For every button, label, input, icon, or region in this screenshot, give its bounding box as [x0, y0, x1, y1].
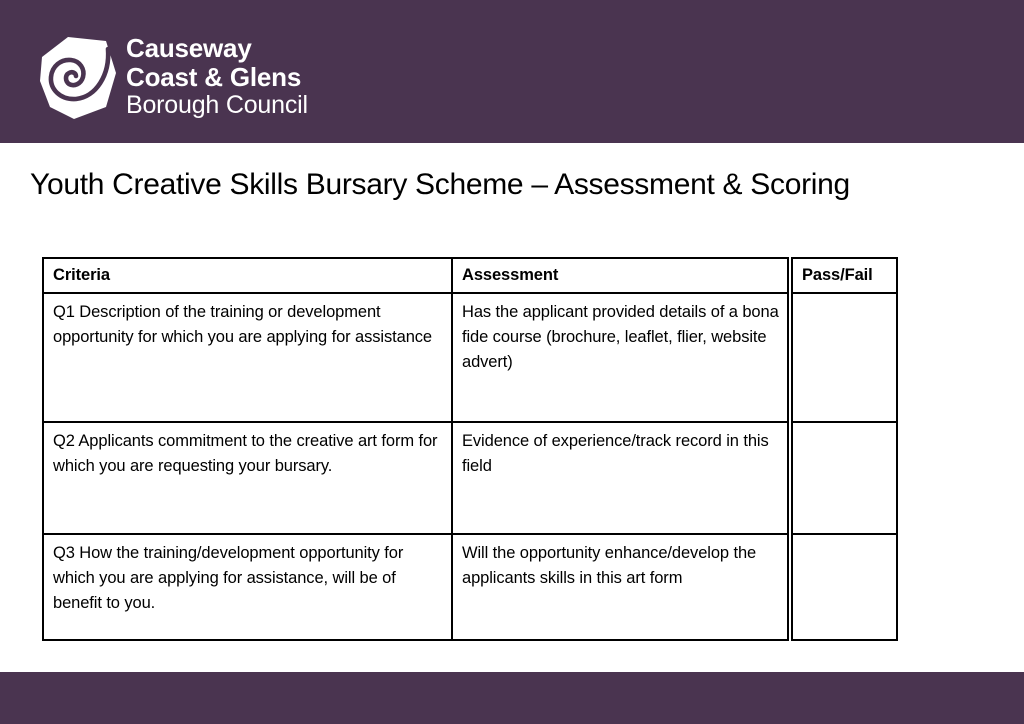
table-row: Q1 Description of the training or develo… — [42, 292, 789, 424]
cell-assessment-q2: Evidence of experience/track record in t… — [451, 421, 789, 536]
table-row — [791, 421, 898, 536]
cell-criteria-q1: Q1 Description of the training or develo… — [42, 292, 453, 424]
pass-fail-grid: Pass/Fail — [791, 256, 898, 642]
cell-criteria-q3: Q3 How the training/development opportun… — [42, 533, 453, 642]
criteria-assessment-grid: Criteria Assessment Q1 Description of th… — [42, 256, 789, 642]
logo-line-borough-council: Borough Council — [126, 91, 308, 119]
top-banner: Causeway Coast & Glens Borough Council — [0, 0, 1024, 143]
page-title: Youth Creative Skills Bursary Scheme – A… — [30, 168, 850, 201]
cell-criteria-q2: Q2 Applicants commitment to the creative… — [42, 421, 453, 536]
cell-pass-fail-q2[interactable] — [791, 421, 898, 536]
table-row: Q3 How the training/development opportun… — [42, 533, 789, 642]
logo-line-coast-and-glens: Coast & Glens — [126, 62, 302, 92]
cell-pass-fail-q3[interactable] — [791, 533, 898, 642]
column-header-criteria: Criteria — [42, 256, 453, 295]
table-row — [791, 292, 898, 424]
column-header-assessment: Assessment — [451, 256, 789, 295]
cell-assessment-q3: Will the opportunity enhance/develop the… — [451, 533, 789, 642]
cell-pass-fail-q1[interactable] — [791, 292, 898, 424]
table-row — [791, 533, 898, 642]
bottom-banner — [0, 672, 1024, 724]
logo-line-causeway: Causeway — [126, 33, 252, 63]
table-header-row: Criteria Assessment — [42, 256, 789, 295]
cell-assessment-q1: Has the applicant provided details of a … — [451, 292, 789, 424]
causeway-spiral-rose-logo-icon — [40, 37, 116, 119]
logo-wordmark: Causeway Coast & Glens Borough Council — [126, 33, 308, 118]
table-header-row: Pass/Fail — [791, 256, 898, 295]
organisation-logo: Causeway Coast & Glens Borough Council — [38, 33, 308, 121]
table-row: Q2 Applicants commitment to the creative… — [42, 421, 789, 536]
assessment-scoring-table: Criteria Assessment Q1 Description of th… — [42, 256, 898, 647]
column-header-pass-fail: Pass/Fail — [791, 256, 898, 295]
